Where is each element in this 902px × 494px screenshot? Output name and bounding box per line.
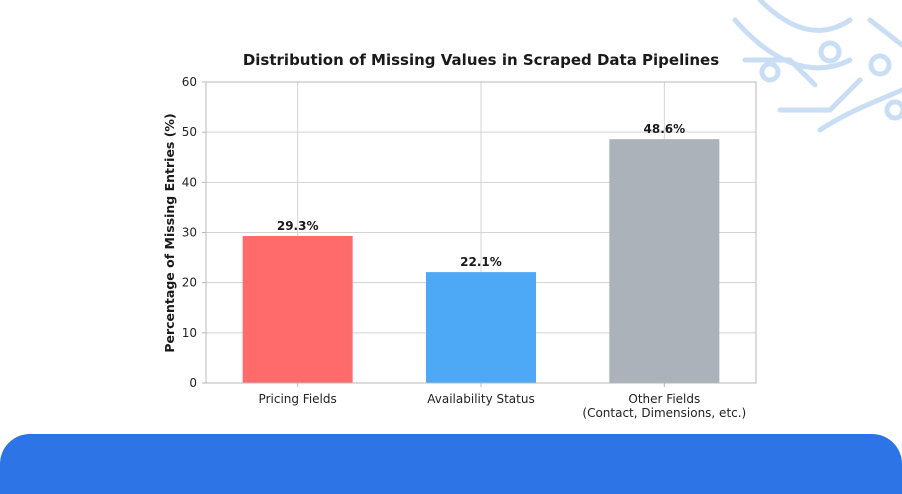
y-axis-label: Percentage of Missing Entries (%) — [162, 113, 177, 352]
bar-chart: Distribution of Missing Values in Scrape… — [162, 51, 757, 420]
bar-value-label: 48.6% — [644, 122, 686, 136]
chart-title: Distribution of Missing Values in Scrape… — [243, 51, 719, 69]
y-tick-label: 50 — [182, 125, 197, 139]
y-tick-label: 40 — [182, 175, 197, 189]
bar — [609, 139, 720, 383]
x-tick-label: Other Fields — [628, 392, 700, 406]
circuit-decoration — [732, 0, 902, 133]
x-tick-label: Pricing Fields — [259, 392, 337, 406]
bar — [242, 236, 353, 383]
y-ticks: 0 10 20 30 40 50 60 — [182, 75, 197, 390]
x-tick-label: (Contact, Dimensions, etc.) — [582, 406, 746, 420]
plot-frame — [205, 81, 757, 384]
footer-band — [0, 434, 902, 494]
y-tick-label: 0 — [189, 376, 197, 390]
y-tick-label: 20 — [182, 276, 197, 290]
y-tick-label: 30 — [182, 226, 197, 240]
plot-border — [205, 81, 757, 384]
bar-value-label: 29.3% — [277, 219, 319, 233]
x-ticks: Pricing Fields Availability Status Other F… — [259, 392, 747, 420]
bar-value-label: 22.1% — [460, 255, 502, 269]
y-tick-label: 10 — [182, 326, 197, 340]
bar — [426, 272, 536, 383]
bars — [242, 139, 720, 383]
x-tick-label: Availability Status — [427, 392, 534, 406]
y-tick-label: 60 — [182, 75, 197, 89]
value-labels: 29.3% 22.1% 48.6% — [277, 122, 685, 269]
